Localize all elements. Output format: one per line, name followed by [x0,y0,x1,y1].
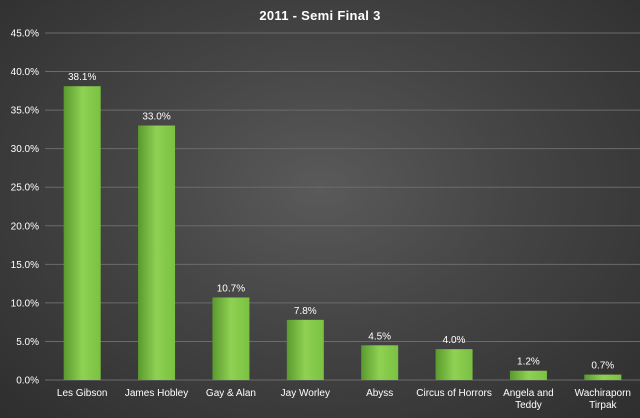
y-tick-label: 45.0% [11,29,39,40]
x-tick-label: Gay & Alan [206,388,256,399]
x-tick-label: Jay Worley [281,388,330,399]
x-tick-label: Les Gibson [57,388,108,399]
y-tick-label: 40.0% [11,67,39,78]
y-tick-label: 35.0% [11,106,39,117]
x-tick-label: Circus of Horrors [416,388,492,399]
data-label: 4.5% [368,331,391,342]
data-label: 33.0% [142,112,170,123]
x-tick-label: James Hobley [125,388,188,399]
data-label: 38.1% [68,72,96,83]
bar [138,125,176,381]
bar [361,345,399,380]
y-tick-label: 10.0% [11,298,39,309]
y-tick-label: 20.0% [11,221,39,232]
bar [286,319,324,380]
x-tick-label: Angela and Teddy [503,388,554,411]
bar [435,349,473,380]
data-label: 1.2% [517,357,540,368]
y-tick-label: 15.0% [11,260,39,271]
x-tick-label: Abyss [366,388,393,399]
bar [509,370,547,380]
bar [63,86,101,380]
x-tick-label: Wachiraporn Tirpak [575,388,631,411]
data-label: 0.7% [591,361,614,372]
y-tick-label: 25.0% [11,183,39,194]
bar [584,374,622,380]
data-label: 7.8% [294,306,317,317]
bar [212,297,250,380]
chart-title: 2011 - Semi Final 3 [259,8,381,23]
data-label: 10.7% [217,283,245,294]
data-label: 4.0% [443,335,466,346]
y-tick-label: 30.0% [11,144,39,155]
y-tick-label: 5.0% [16,337,39,348]
y-tick-label: 0.0% [16,376,39,387]
